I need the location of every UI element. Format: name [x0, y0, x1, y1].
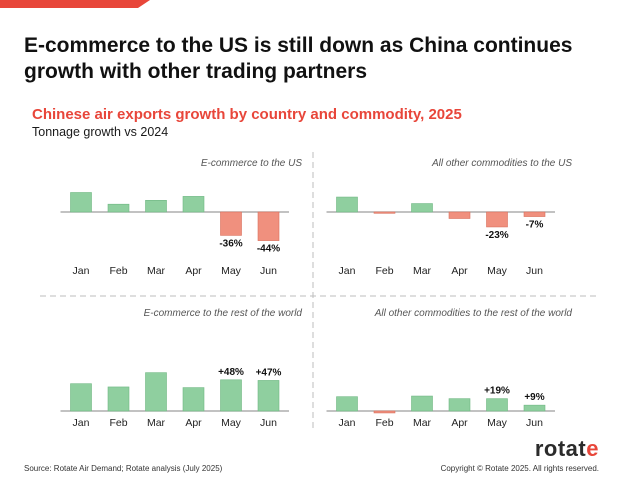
x-tick-label: Mar [413, 417, 432, 429]
chart-subtitle: Chinese air exports growth by country an… [32, 106, 462, 123]
bar [448, 211, 471, 219]
x-tick-label: Jan [73, 265, 90, 277]
bar [145, 200, 167, 213]
bar [411, 395, 433, 412]
x-tick-label: May [487, 265, 508, 277]
x-tick-label: Jan [73, 417, 90, 429]
panel-title: All other commodities to the US [431, 158, 572, 169]
x-tick-label: Mar [147, 417, 166, 429]
bar [336, 396, 358, 412]
x-tick-label: Feb [375, 265, 393, 277]
panel-title: E-commerce to the US [201, 158, 302, 169]
x-tick-label: Jun [526, 265, 543, 277]
x-tick-label: May [487, 417, 508, 429]
data-label: -36% [219, 238, 242, 249]
data-label: -44% [257, 244, 280, 255]
x-tick-label: May [221, 265, 242, 277]
bar [486, 211, 508, 228]
x-tick-label: Apr [451, 417, 468, 429]
x-tick-label: Feb [109, 265, 127, 277]
x-tick-label: May [221, 417, 242, 429]
chart-subsubtitle: Tonnage growth vs 2024 [32, 125, 169, 139]
bar [486, 398, 508, 412]
bar [523, 404, 546, 412]
x-tick-label: Jun [526, 417, 543, 429]
bar [220, 211, 242, 236]
bar [373, 211, 396, 214]
source-note: Source: Rotate Air Demand; Rotate analys… [24, 464, 223, 473]
x-tick-label: Apr [185, 265, 202, 277]
x-tick-label: Jan [339, 417, 356, 429]
bar [448, 398, 471, 412]
bar [257, 380, 280, 412]
x-tick-label: Apr [451, 265, 468, 277]
panel-title: All other commodities to the rest of the… [374, 308, 573, 319]
x-tick-label: Apr [185, 417, 202, 429]
x-tick-label: Feb [375, 417, 393, 429]
headline: E-commerce to the US is still down as Ch… [24, 34, 573, 83]
x-tick-label: Jun [260, 417, 277, 429]
data-label: +19% [484, 386, 510, 397]
data-label: -23% [485, 230, 508, 241]
rotate-logo: rotate [534, 436, 599, 461]
data-label: -7% [526, 220, 544, 231]
copyright-note: Copyright © Rotate 2025. All rights rese… [440, 464, 599, 473]
bar [373, 410, 396, 414]
bar [523, 211, 546, 217]
brand-accent-bar [0, 0, 150, 8]
bar [182, 196, 205, 213]
x-tick-label: Feb [109, 417, 127, 429]
x-tick-label: Jun [260, 265, 277, 277]
bar [107, 203, 130, 213]
x-tick-label: Mar [147, 265, 166, 277]
bar [411, 203, 433, 213]
bar [257, 211, 280, 241]
panel-title: E-commerce to the rest of the world [144, 308, 303, 319]
bar [107, 386, 130, 412]
bar [145, 372, 167, 412]
bar [70, 192, 92, 213]
bar [336, 196, 358, 213]
bar [70, 383, 92, 412]
data-label: +47% [256, 367, 282, 378]
bar [182, 387, 205, 412]
data-label: +48% [218, 367, 244, 378]
x-tick-label: Mar [413, 265, 432, 277]
x-tick-label: Jan [339, 265, 356, 277]
bar [220, 379, 242, 412]
data-label: +9% [524, 392, 544, 403]
